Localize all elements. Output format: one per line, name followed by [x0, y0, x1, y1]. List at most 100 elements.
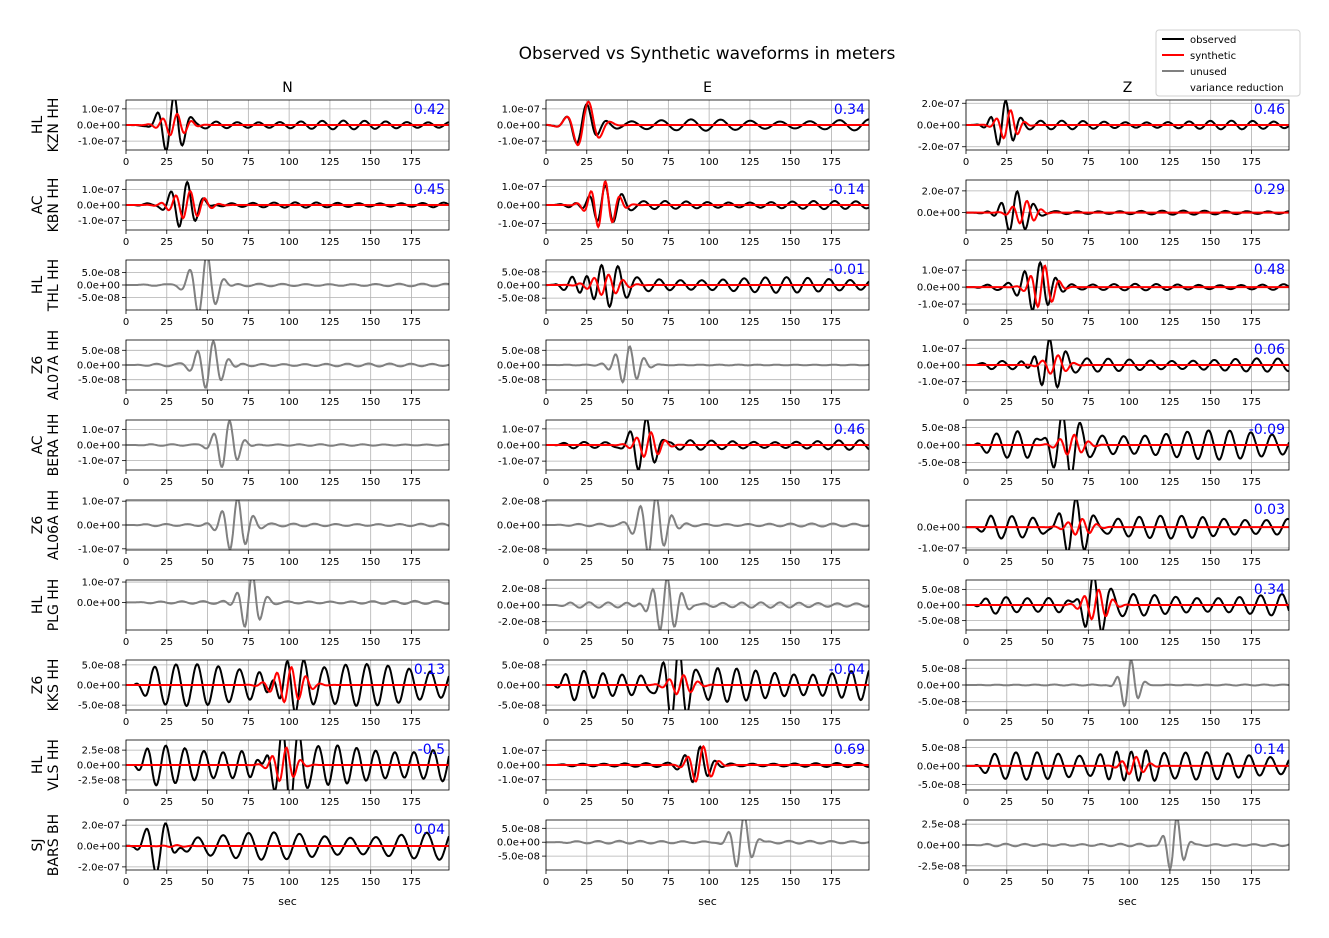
x-tick-label: 25 — [160, 717, 173, 728]
panel-frame — [965, 179, 1290, 231]
x-tick-label: 175 — [402, 237, 421, 248]
y-tick-label: -2.0e-08 — [498, 544, 540, 555]
x-tick-label: 25 — [160, 157, 173, 168]
x-tick-label: 50 — [201, 557, 214, 568]
x-tick-label: 125 — [1160, 477, 1179, 488]
synthetic-trace — [546, 674, 869, 696]
x-tick-label: 125 — [1160, 397, 1179, 408]
y-tick-label: 5.0e-08 — [922, 664, 960, 675]
unused-trace — [546, 500, 869, 550]
x-tick-label: 50 — [621, 157, 634, 168]
observed-trace — [966, 749, 1289, 783]
y-tick-label: 0.0e+00 — [77, 441, 120, 452]
x-tick-label: 25 — [160, 317, 173, 328]
variance-reduction-value: 0.03 — [1254, 502, 1285, 518]
x-tick-label: 0 — [123, 157, 129, 168]
y-tick-label: -1.0e-07 — [498, 457, 540, 468]
x-tick-label: 75 — [242, 397, 255, 408]
x-tick-label: 0 — [543, 237, 549, 248]
x-tick-label: 25 — [580, 397, 593, 408]
panel-bera-hh-n: 1.0e-07 0.0e+00 -1.0e-070 25 50 75 100 125 150 17… — [77, 419, 450, 488]
x-tick-label: 175 — [822, 317, 841, 328]
synthetic-trace — [966, 264, 1289, 309]
y-tick-label: -5.0e-08 — [78, 375, 120, 386]
variance-reduction-value: 0.45 — [414, 182, 445, 198]
x-tick-label: 150 — [781, 797, 800, 808]
observed-trace — [126, 660, 449, 710]
y-tick-label: -2.0e-07 — [78, 862, 120, 873]
x-tick-label: 150 — [1201, 637, 1220, 648]
variance-reduction-value: 0.46 — [1254, 102, 1285, 118]
y-tick-label: 0.0e+00 — [497, 681, 540, 692]
panel-vls-hh-e: 1.0e-07 0.0e+00 -1.0e-070 25 50 75 100 125 150 17… — [497, 739, 870, 808]
x-tick-label: 175 — [822, 637, 841, 648]
x-tick-label: 0 — [963, 797, 969, 808]
y-tick-label: 1.0e-07 — [922, 344, 960, 355]
legend-label-variance-reduction: variance reduction — [1190, 83, 1284, 94]
legend-box — [1155, 29, 1301, 97]
panel-frame — [125, 99, 450, 151]
station-name-label: KBN HH — [46, 178, 62, 233]
x-tick-label: 150 — [361, 797, 380, 808]
y-tick-label: -5.0e-08 — [498, 294, 540, 305]
observed-trace — [546, 102, 869, 145]
x-tick-label: 0 — [123, 317, 129, 328]
x-tick-label: 175 — [1242, 877, 1261, 888]
x-tick-label: 25 — [580, 797, 593, 808]
x-tick-label: 100 — [1120, 317, 1139, 328]
panel-frame — [125, 179, 450, 231]
x-tick-label: 100 — [1120, 477, 1139, 488]
y-tick-label: -1.0e-07 — [78, 456, 120, 467]
y-tick-label: -2.0e-08 — [498, 617, 540, 628]
x-tick-label: 175 — [402, 157, 421, 168]
y-tick-label: -5.0e-08 — [78, 701, 120, 712]
y-tick-label: 0.0e+00 — [497, 521, 540, 532]
x-tick-label: 150 — [1201, 237, 1220, 248]
x-tick-label: 50 — [201, 637, 214, 648]
y-tick-label: -1.0e-07 — [498, 219, 540, 230]
synthetic-trace — [966, 755, 1289, 776]
x-tick-label: 50 — [1041, 477, 1054, 488]
station-network-label: HL — [30, 116, 46, 135]
x-tick-label: 175 — [822, 877, 841, 888]
observed-trace — [546, 184, 869, 223]
x-tick-label: 125 — [320, 157, 339, 168]
x-tick-label: 175 — [402, 717, 421, 728]
unused-trace — [126, 420, 449, 468]
x-tick-label: 150 — [1201, 317, 1220, 328]
panel-plg-hh-z: 5.0e-08 0.0e+00 -5.0e-080 25 50 75 100 125 150 17… — [917, 579, 1290, 648]
y-tick-label: 0.0e+00 — [77, 361, 120, 372]
y-tick-label: 5.0e-08 — [502, 660, 540, 671]
panel-frame — [125, 259, 450, 311]
panel-plg-hh-e: 2.0e-08 0.0e+00 -2.0e-080 25 50 75 100 125 150 17… — [497, 579, 870, 648]
x-tick-label: 50 — [1041, 237, 1054, 248]
x-tick-label: 50 — [621, 237, 634, 248]
x-tick-label: 50 — [1041, 317, 1054, 328]
x-tick-label: 150 — [1201, 557, 1220, 568]
y-tick-label: 0.0e+00 — [497, 281, 540, 292]
x-tick-label: 100 — [1120, 877, 1139, 888]
station-network-label: AC — [30, 435, 46, 454]
x-tick-label: 75 — [1082, 717, 1095, 728]
y-tick-label: 2.0e-07 — [922, 186, 960, 197]
x-tick-label: 175 — [822, 557, 841, 568]
x-tick-label: 75 — [662, 397, 675, 408]
observed-trace — [966, 580, 1289, 630]
x-tick-label: 25 — [580, 717, 593, 728]
observed-trace — [126, 740, 449, 790]
x-tick-label: 50 — [1041, 877, 1054, 888]
x-tick-label: 125 — [740, 157, 759, 168]
y-tick-label: 5.0e-08 — [922, 743, 960, 754]
y-tick-label: 2.5e-08 — [922, 820, 960, 831]
x-tick-label: 125 — [1160, 557, 1179, 568]
y-tick-label: 2.0e-07 — [922, 99, 960, 110]
figure-title: Observed vs Synthetic waveforms in meter… — [519, 44, 896, 64]
x-tick-label: 0 — [543, 397, 549, 408]
y-tick-label: -5.0e-08 — [918, 697, 960, 708]
y-tick-label: 0.0e+00 — [77, 521, 120, 532]
y-tick-label: -1.0e-07 — [918, 300, 960, 311]
y-tick-label: 0.0e+00 — [917, 208, 960, 219]
x-tick-label: 150 — [1201, 717, 1220, 728]
x-tick-label: 50 — [1041, 637, 1054, 648]
component-title-z: Z — [1123, 80, 1133, 96]
